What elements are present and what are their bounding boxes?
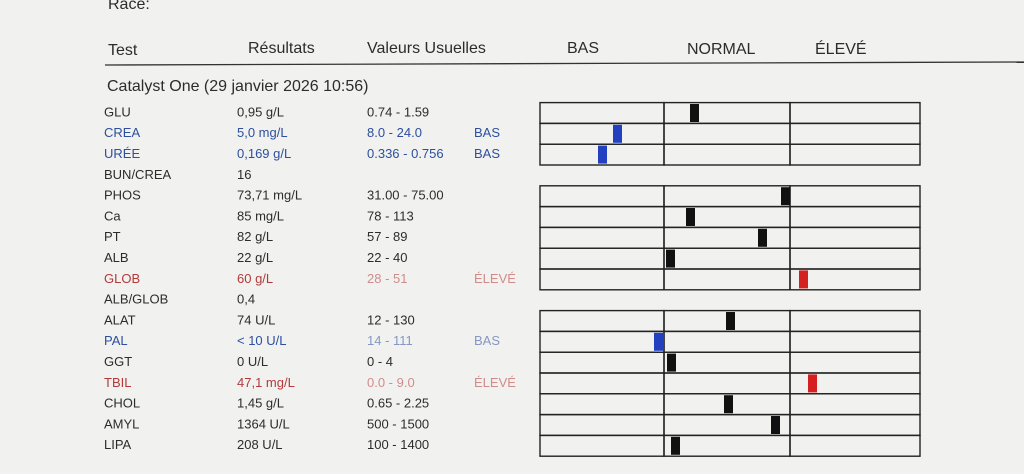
- col-low: BAS: [567, 40, 599, 57]
- reference-range: 14 - 111: [367, 333, 413, 348]
- result: 0,4: [237, 292, 255, 307]
- range-cell: [789, 434, 921, 457]
- test-name: LIPA: [104, 437, 132, 452]
- result-marker: [724, 395, 733, 414]
- flag: BAS: [474, 125, 500, 140]
- result: 0,95 g/L: [237, 104, 284, 119]
- reference-range: 0.65 - 2.25: [367, 396, 429, 411]
- result: 60 g/L: [237, 271, 273, 286]
- result: 85 mg/L: [237, 208, 284, 223]
- test-name: GGT: [104, 354, 132, 369]
- reference-range: 78 - 113: [367, 208, 414, 223]
- test-name: GLOB: [104, 271, 140, 286]
- result: 5,0 mg/L: [237, 125, 288, 140]
- reference-range: 28 - 51: [367, 271, 407, 286]
- result: 74 U/L: [237, 312, 275, 327]
- result-marker: [666, 249, 675, 268]
- col-high: ÉLEVÉ: [815, 39, 867, 58]
- result-marker: [690, 104, 699, 122]
- section-title: Catalyst One (29 janvier 2026 10:56): [107, 78, 368, 95]
- result-marker: [771, 416, 780, 434]
- result: 47,1 mg/L: [237, 375, 295, 390]
- reference-range: 22 - 40: [367, 250, 407, 265]
- result: 208 U/L: [237, 437, 283, 452]
- test-name: AMYL: [104, 416, 139, 431]
- result-marker: [654, 332, 663, 351]
- header-rule: [104, 61, 1024, 66]
- result-marker: [758, 228, 767, 247]
- test-name: ALB: [104, 250, 129, 265]
- flag: BAS: [474, 333, 500, 348]
- result: 1,45 g/L: [237, 396, 284, 411]
- result-marker: [781, 187, 790, 206]
- result: 73,71 mg/L: [237, 188, 302, 203]
- test-name: CHOL: [104, 396, 140, 411]
- test-name: TBIL: [104, 375, 131, 390]
- col-range: Valeurs Usuelles: [367, 40, 486, 57]
- test-name: BUN/CREA: [104, 167, 172, 182]
- test-name: ALAT: [104, 312, 136, 327]
- reference-range: 31.00 - 75.00: [367, 188, 444, 203]
- col-test: Test: [108, 42, 138, 59]
- test-name: Ca: [104, 208, 121, 223]
- test-name: PT: [104, 229, 121, 244]
- col-result: Résultats: [248, 40, 315, 57]
- result: 0,169 g/L: [237, 146, 291, 161]
- test-name: URÉE: [104, 146, 140, 161]
- result: 0 U/L: [237, 354, 268, 369]
- result: 16: [237, 167, 251, 182]
- flag: ÉLEVÉ: [474, 271, 516, 286]
- result: 22 g/L: [237, 250, 273, 265]
- result: < 10 U/L: [237, 333, 287, 348]
- flag: ÉLEVÉ: [474, 375, 516, 390]
- flag: BAS: [474, 146, 500, 161]
- result-marker: [799, 270, 808, 289]
- range-cell: [789, 143, 921, 166]
- test-name: PHOS: [104, 188, 141, 203]
- result: 1364 U/L: [237, 416, 290, 431]
- reference-range: 0.74 - 1.59: [367, 104, 429, 119]
- reference-range: 0.0 - 9.0: [367, 375, 415, 390]
- test-name: GLU: [104, 104, 131, 119]
- result-marker: [671, 436, 680, 455]
- reference-range: 500 - 1500: [367, 416, 429, 431]
- test-name: PAL: [104, 333, 128, 348]
- col-normal: NORMAL: [687, 41, 756, 58]
- result-marker: [808, 374, 817, 393]
- result-marker: [598, 145, 607, 164]
- reference-range: 8.0 - 24.0: [367, 125, 422, 140]
- result-marker: [686, 208, 695, 226]
- reference-range: 100 - 1400: [367, 437, 429, 452]
- test-name: ALB/GLOB: [104, 292, 168, 307]
- result: 82 g/L: [237, 229, 273, 244]
- result-marker: [667, 353, 676, 372]
- reference-range: 0 - 4: [367, 354, 393, 369]
- result-marker: [726, 312, 735, 330]
- race-label: Race:: [108, 0, 150, 13]
- test-name: CREA: [104, 125, 140, 140]
- reference-range: 0.336 - 0.756: [367, 146, 444, 161]
- reference-range: 12 - 130: [367, 312, 415, 327]
- range-cell: [789, 268, 921, 291]
- result-marker: [613, 124, 622, 143]
- reference-range: 57 - 89: [367, 229, 407, 244]
